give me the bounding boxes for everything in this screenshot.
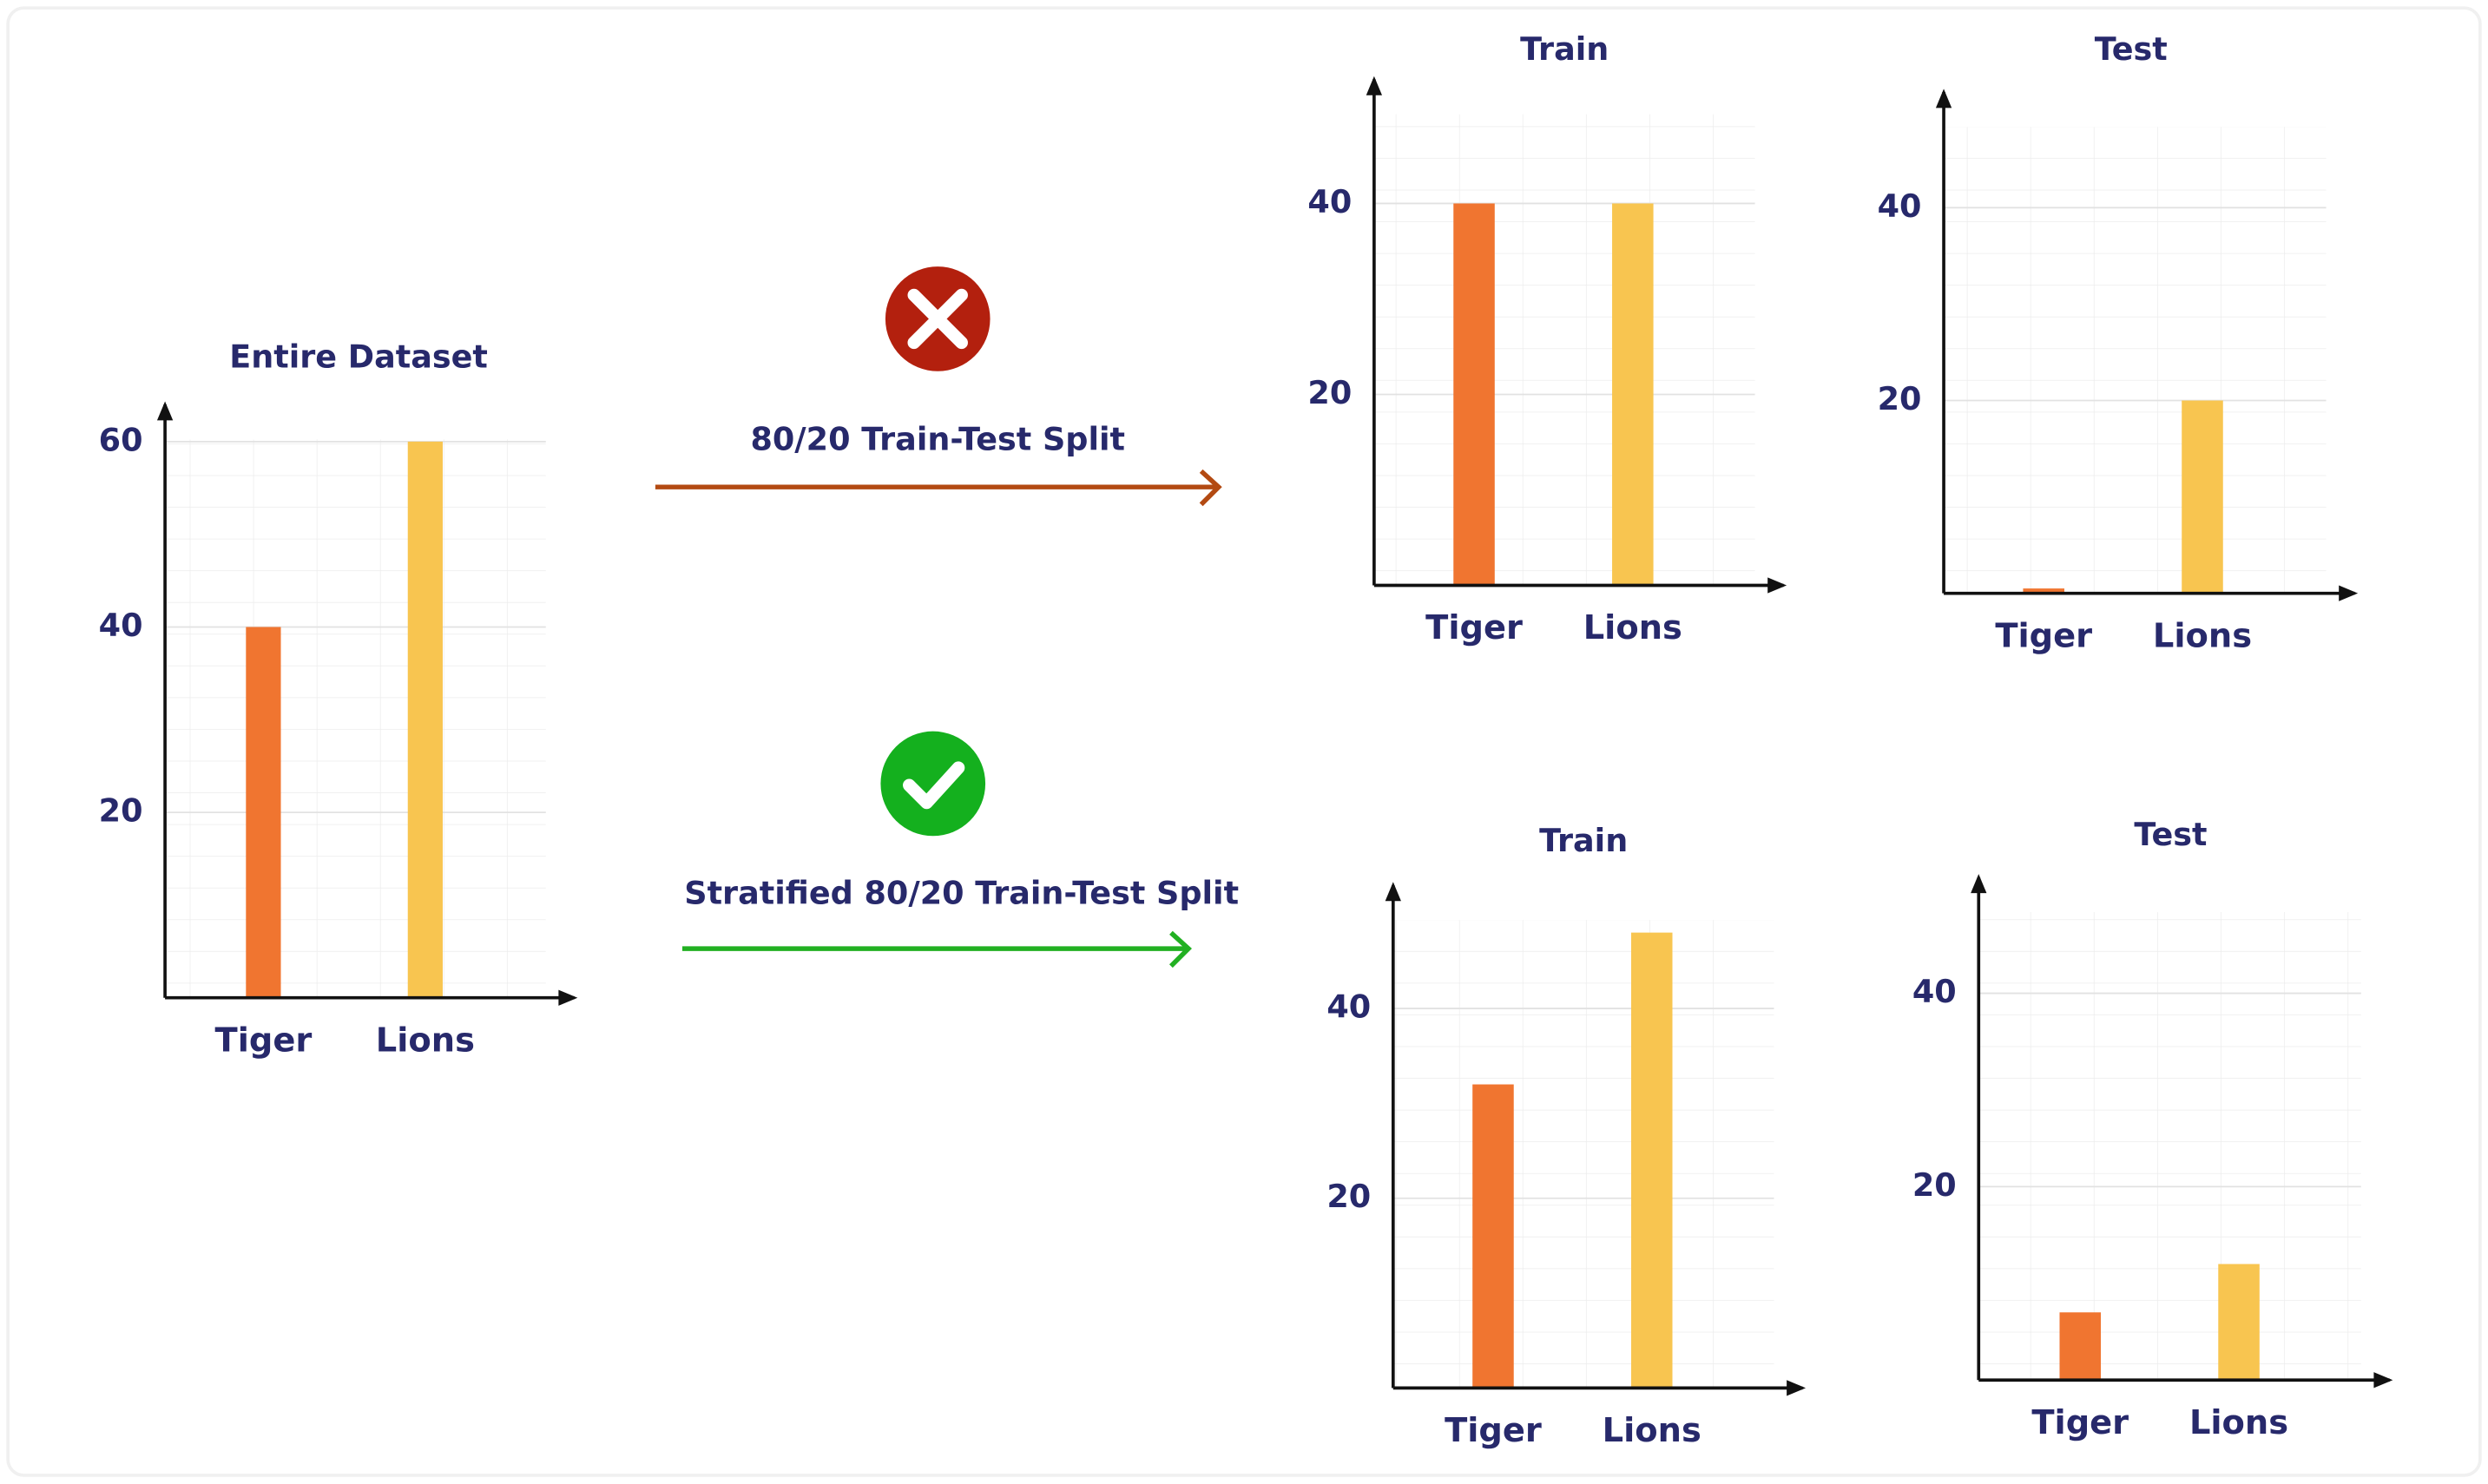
bar <box>2218 1264 2260 1381</box>
y-tick-label: 40 <box>1912 973 1957 1010</box>
x-tick-label: Lions <box>2153 616 2252 655</box>
y-tick-label: 20 <box>1307 374 1352 411</box>
bar <box>246 627 281 998</box>
bar <box>1612 203 1654 586</box>
bar <box>2182 400 2223 594</box>
grid-background <box>1392 920 1774 1389</box>
arrow <box>655 469 1222 507</box>
y-tick-label: 20 <box>99 792 143 830</box>
arrow-head <box>1767 577 1787 594</box>
y-tick-label: 40 <box>1878 187 1922 225</box>
grid-background <box>1944 127 2327 594</box>
arrow-head <box>2339 585 2359 601</box>
chart-title: Test <box>2134 816 2207 853</box>
chart: Train 20 40 Tiger Lions <box>1326 822 1807 1450</box>
arrow-head <box>1787 1380 1807 1396</box>
x-tick-label: Lions <box>1603 1411 1701 1450</box>
arrow-head <box>1366 76 1383 95</box>
arrow <box>681 930 1192 969</box>
frame <box>6 6 2482 1477</box>
chart-title: Train <box>1539 822 1628 859</box>
bar <box>1453 203 1495 586</box>
x-tick-label: Tiger <box>2031 1403 2129 1442</box>
cross-icon <box>885 266 991 371</box>
x-tick-label: Lions <box>1583 608 1682 647</box>
bar <box>2023 588 2064 594</box>
bar <box>1630 932 1673 1389</box>
grid-background <box>165 439 546 998</box>
y-tick-label: 20 <box>1912 1166 1957 1204</box>
y-tick-label: 20 <box>1326 1178 1371 1215</box>
arrow-head <box>1971 874 1987 894</box>
split-label: Stratified 80/20 Train-Test Split <box>684 874 1239 911</box>
chart-title: Test <box>2095 30 2168 68</box>
arrow-head <box>156 401 174 421</box>
y-tick-label: 60 <box>99 421 143 458</box>
x-tick-label: Lions <box>376 1021 475 1060</box>
y-tick-label: 40 <box>1307 183 1352 220</box>
chart: Entire Dataset 20 40 60 Tiger Lions <box>99 338 578 1060</box>
grid-background <box>1978 912 2361 1381</box>
chart: Test 20 40 Tiger Lions <box>1878 30 2359 655</box>
arrow-head <box>1935 89 1952 108</box>
chart: Train 20 40 Tiger Lions <box>1307 30 1787 647</box>
arrow-head <box>558 989 578 1006</box>
bar <box>2059 1312 2102 1381</box>
bar <box>1472 1084 1514 1389</box>
chart-title: Entire Dataset <box>229 338 488 376</box>
arrow-head <box>2373 1372 2393 1389</box>
arrow-head <box>1385 882 1401 902</box>
grid-background <box>1373 114 1755 586</box>
check-icon <box>880 731 986 837</box>
chart: Test 20 40 Tiger Lions <box>1912 816 2393 1442</box>
y-tick-label: 40 <box>99 607 143 644</box>
bar <box>407 441 443 998</box>
x-tick-label: Tiger <box>1995 616 2092 655</box>
x-tick-label: Lions <box>2189 1403 2288 1442</box>
y-tick-label: 40 <box>1326 988 1371 1026</box>
x-tick-label: Tiger <box>1445 1411 1542 1450</box>
x-tick-label: Tiger <box>215 1021 313 1060</box>
split-label: 80/20 Train-Test Split <box>750 421 1125 458</box>
chart-title: Train <box>1520 30 1609 68</box>
y-tick-label: 20 <box>1878 380 1922 417</box>
x-tick-label: Tiger <box>1425 608 1523 647</box>
